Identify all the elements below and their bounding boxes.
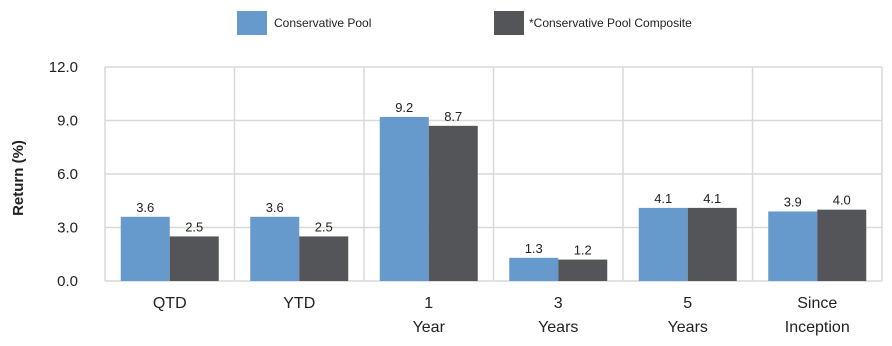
data-labels: 3.6 3.6 9.2 1.3 4.1 3.9 2.5 2.5 8.7 1.2 4.1 4.0 bbox=[136, 100, 851, 258]
x-category-label: 5 bbox=[683, 295, 692, 312]
y-axis-label: Return (%) bbox=[10, 140, 27, 216]
y-tick-label: 9.0 bbox=[57, 113, 78, 130]
bar-pool bbox=[638, 207, 688, 281]
x-category-label: Inception bbox=[785, 319, 850, 336]
data-label: 2.5 bbox=[185, 219, 203, 234]
bar-composite bbox=[687, 207, 737, 281]
bar-pool bbox=[120, 216, 170, 281]
data-label: 1.3 bbox=[525, 241, 543, 256]
x-category-label: Since bbox=[797, 295, 837, 312]
x-category-label: YTD bbox=[283, 295, 315, 312]
data-label: 4.1 bbox=[654, 191, 672, 206]
bar-pool bbox=[379, 116, 429, 281]
x-category-label: Years bbox=[668, 319, 708, 336]
legend-label: *Conservative Pool Composite bbox=[529, 16, 692, 30]
y-tick-label: 3.0 bbox=[57, 220, 78, 237]
x-category-label: Years bbox=[538, 319, 578, 336]
x-category-label: QTD bbox=[153, 295, 187, 312]
bar-composite bbox=[169, 236, 219, 281]
data-label: 8.7 bbox=[444, 109, 462, 124]
bar-composite bbox=[428, 125, 478, 281]
bar-pool bbox=[509, 257, 559, 281]
legend: Conservative Pool *Conservative Pool Comp… bbox=[237, 11, 692, 35]
data-label: 4.0 bbox=[833, 193, 851, 208]
data-label: 1.2 bbox=[574, 243, 592, 258]
y-axis-ticks: 0.0 3.0 6.0 9.0 12.0 bbox=[49, 59, 78, 290]
x-axis-categories: QTD YTD 1 Year 3 Years 5 Years Since Inception bbox=[153, 295, 850, 336]
bar-composite bbox=[817, 209, 867, 281]
gridlines bbox=[104, 66, 883, 282]
x-category-label: 1 bbox=[424, 295, 433, 312]
bar-composite bbox=[558, 259, 608, 281]
data-label: 4.1 bbox=[703, 191, 721, 206]
y-tick-label: 0.0 bbox=[57, 273, 78, 290]
x-category-label: 3 bbox=[554, 295, 563, 312]
legend-swatch bbox=[494, 11, 524, 35]
y-tick-label: 12.0 bbox=[49, 59, 78, 76]
data-label: 3.6 bbox=[266, 200, 284, 215]
legend-label: Conservative Pool bbox=[274, 16, 371, 30]
bars bbox=[120, 116, 867, 281]
bar-composite bbox=[299, 236, 349, 281]
data-label: 3.9 bbox=[784, 194, 802, 209]
data-label: 2.5 bbox=[315, 219, 333, 234]
bar-pool bbox=[768, 211, 818, 281]
data-label: 9.2 bbox=[395, 100, 413, 115]
x-category-label: Year bbox=[413, 319, 446, 336]
y-tick-label: 6.0 bbox=[57, 166, 78, 183]
bar-pool bbox=[250, 216, 300, 281]
data-label: 3.6 bbox=[136, 200, 154, 215]
legend-swatch bbox=[237, 11, 267, 35]
